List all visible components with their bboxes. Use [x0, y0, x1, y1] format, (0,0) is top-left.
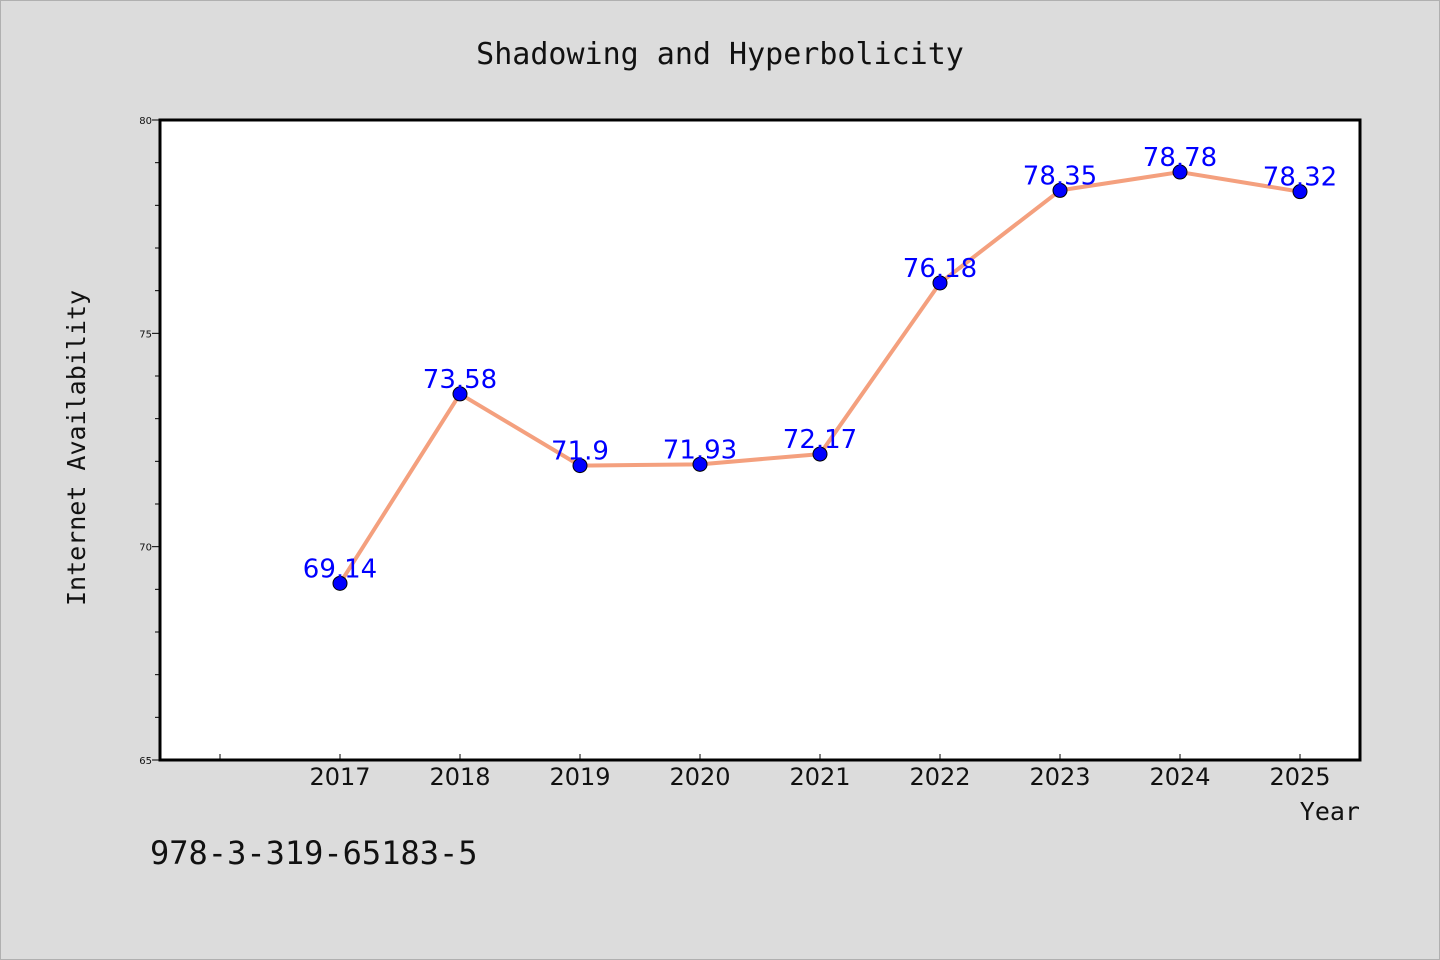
- x-tick-label: 2018: [429, 763, 490, 791]
- data-point: [932, 275, 948, 291]
- data-point: [1292, 184, 1308, 200]
- x-tick-label: 2017: [309, 763, 370, 791]
- y-tick-label: 65: [139, 756, 152, 767]
- x-tick-label: 2021: [789, 763, 850, 791]
- data-label: 76.18: [903, 254, 977, 284]
- x-axis: 2017 2018 2019 2020 2021 2022 2023 2024 2025: [219, 754, 1331, 791]
- x-tick-label: 2023: [1029, 763, 1090, 791]
- x-axis-label: Year: [1300, 797, 1360, 826]
- y-tick-label: 75: [139, 329, 152, 340]
- data-label: 71.93: [663, 435, 737, 465]
- data-label: 72.17: [783, 425, 857, 455]
- x-tick-label: 2025: [1269, 763, 1330, 791]
- annotation-text: 978-3-319-65183-5: [150, 834, 478, 872]
- data-labels: 69.14 73.58 71.9 71.93 72.17 76.18 78.35 78.78 7…: [303, 143, 1337, 584]
- data-point: [692, 456, 708, 472]
- y-axis-label: Internet Availability: [62, 290, 91, 606]
- y-axis: 65 70 75 80: [139, 116, 160, 767]
- y-tick-label: 70: [139, 543, 152, 554]
- data-label: 78.35: [1023, 161, 1097, 191]
- series-0: [332, 164, 1308, 591]
- data-point: [452, 386, 468, 402]
- data-label: 69.14: [303, 554, 377, 584]
- x-tick-label: 2024: [1149, 763, 1210, 791]
- data-label: 78.78: [1143, 143, 1217, 173]
- data-label: 71.9: [551, 437, 609, 467]
- data-point: [1052, 182, 1068, 198]
- data-point: [332, 575, 348, 591]
- data-label: 73.58: [423, 365, 497, 395]
- data-label: 78.32: [1263, 163, 1337, 193]
- y-tick-label: 80: [139, 116, 152, 127]
- chart-title: Shadowing and Hyperbolicity: [476, 37, 964, 72]
- data-point: [1172, 164, 1188, 180]
- x-tick-label: 2019: [549, 763, 610, 791]
- x-tick-label: 2020: [669, 763, 730, 791]
- x-tick-label: 2022: [909, 763, 970, 791]
- data-point: [572, 458, 588, 474]
- data-point: [812, 446, 828, 462]
- plot-area: [158, 118, 1362, 762]
